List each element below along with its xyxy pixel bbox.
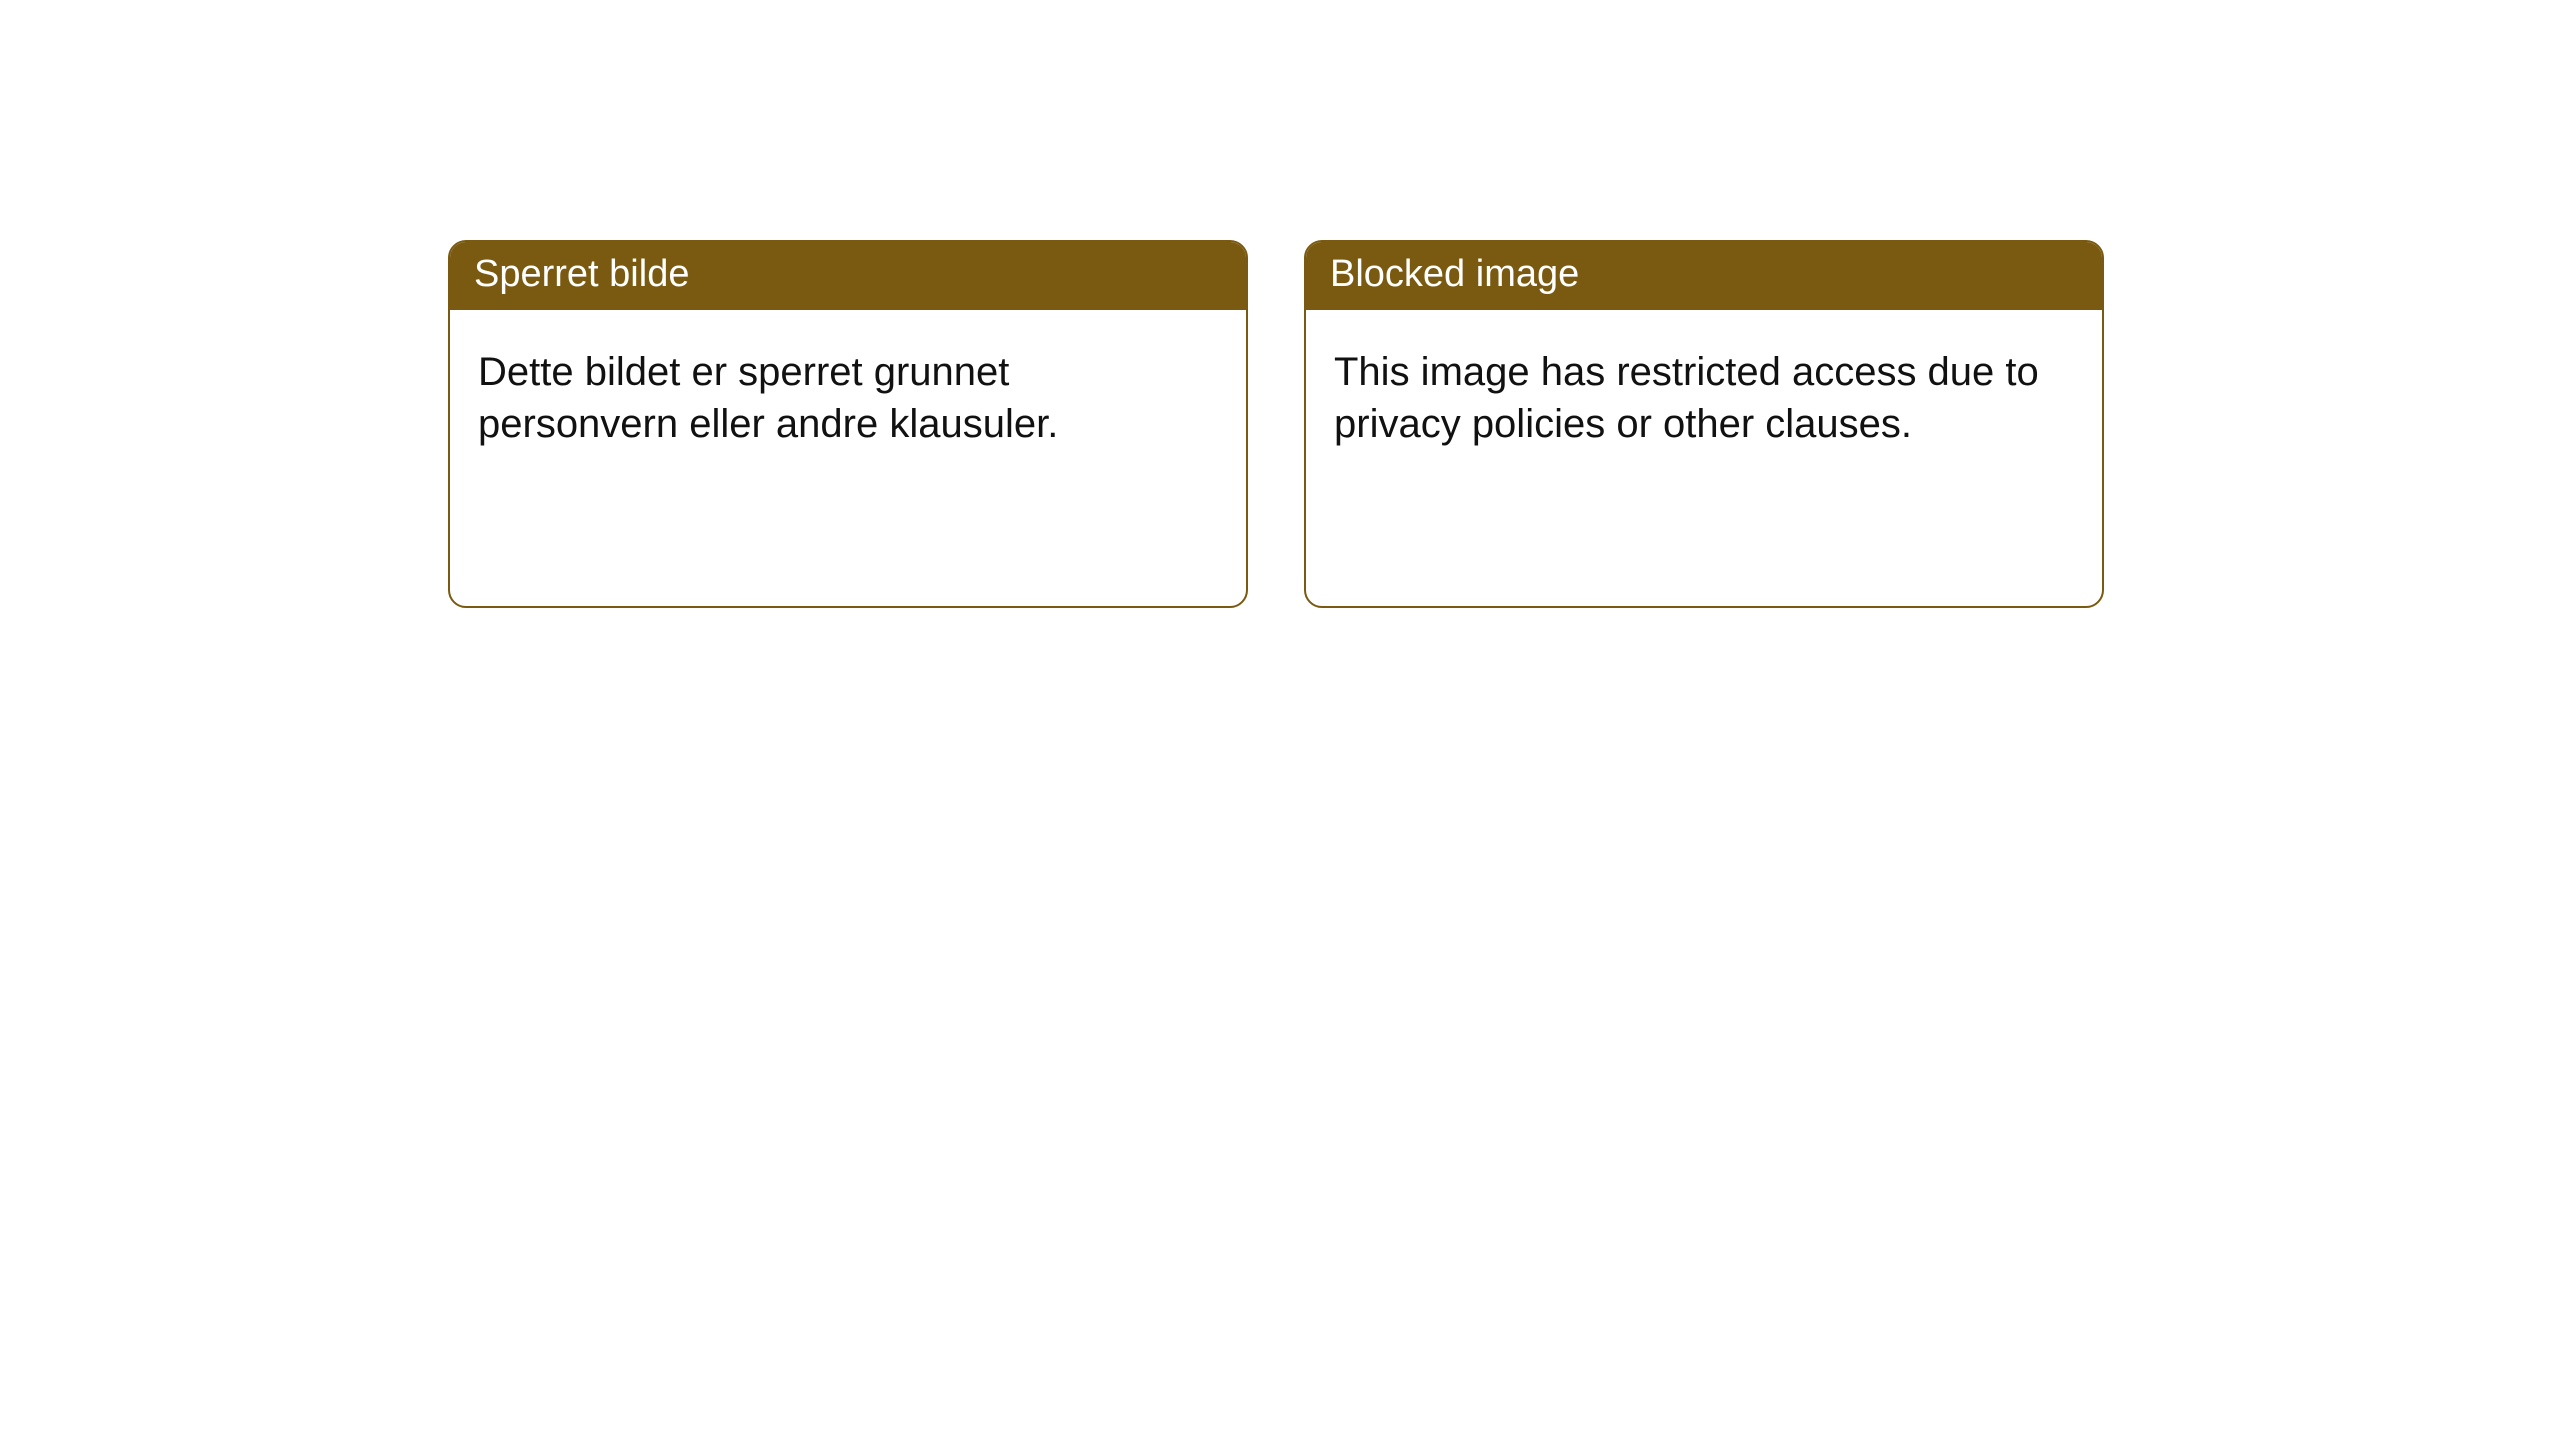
notice-body: Dette bildet er sperret grunnet personve… <box>450 310 1246 606</box>
notice-title: Sperret bilde <box>450 242 1246 310</box>
notice-title: Blocked image <box>1306 242 2102 310</box>
notice-container: Sperret bilde Dette bildet er sperret gr… <box>0 0 2560 608</box>
notice-card-english: Blocked image This image has restricted … <box>1304 240 2104 608</box>
notice-body: This image has restricted access due to … <box>1306 310 2102 606</box>
notice-card-norwegian: Sperret bilde Dette bildet er sperret gr… <box>448 240 1248 608</box>
